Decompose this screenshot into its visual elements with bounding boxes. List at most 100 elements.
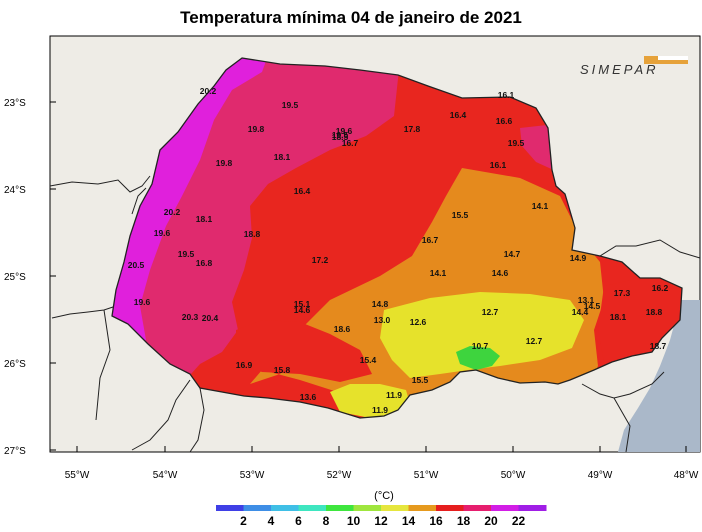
colorbar-tick-label: 4 bbox=[268, 514, 275, 528]
station-value: 19.6 bbox=[134, 297, 151, 307]
station-value: 14.5 bbox=[584, 301, 601, 311]
lon-label: 52°W bbox=[327, 470, 352, 481]
ocean bbox=[618, 300, 700, 452]
station-value: 19.5 bbox=[508, 138, 525, 148]
colorbar-tick-label: 20 bbox=[484, 514, 498, 528]
station-value: 16.2 bbox=[652, 283, 669, 293]
station-value: 19.6 bbox=[336, 126, 353, 136]
station-value: 14.7 bbox=[504, 249, 521, 259]
simepar-logo: SIMEPAR bbox=[580, 56, 688, 77]
station-value: 16.6 bbox=[496, 116, 513, 126]
station-value: 19.8 bbox=[248, 124, 265, 134]
station-value: 13.1 bbox=[578, 295, 595, 305]
station-value: 17.2 bbox=[312, 255, 329, 265]
station-value: 16.9 bbox=[236, 360, 253, 370]
station-value: 14.8 bbox=[372, 299, 389, 309]
station-value: 19.5 bbox=[178, 249, 195, 259]
state-outline bbox=[111, 57, 683, 419]
colorbar-swatch bbox=[326, 505, 354, 511]
station-value: 14.4 bbox=[572, 307, 589, 317]
colorbar-swatch bbox=[408, 505, 437, 511]
station-value: 20.2 bbox=[200, 86, 217, 96]
colorbar-swatch bbox=[353, 505, 382, 511]
station-value: 18.7 bbox=[650, 341, 667, 351]
colorbar-swatch bbox=[518, 505, 547, 511]
station-value: 13.6 bbox=[300, 392, 317, 402]
logo-text: SIMEPAR bbox=[580, 62, 659, 77]
map-title: Temperatura mínima 04 de janeiro de 2021 bbox=[180, 8, 522, 27]
lat-label: 24°S bbox=[4, 185, 26, 196]
station-value: 11.9 bbox=[372, 405, 388, 415]
station-value: 14.1 bbox=[430, 268, 447, 278]
station-value: 14.1 bbox=[532, 201, 549, 211]
station-value: 12.6 bbox=[410, 317, 427, 327]
zone-yellow bbox=[380, 292, 584, 378]
station-value: 13.0 bbox=[374, 315, 391, 325]
colorbar-tick-label: 8 bbox=[323, 514, 330, 528]
station-value: 18.8 bbox=[646, 307, 663, 317]
lat-label: 23°S bbox=[4, 98, 26, 109]
station-value: 15.4 bbox=[360, 355, 377, 365]
station-value: 18.6 bbox=[334, 324, 351, 334]
station-value: 20.5 bbox=[128, 260, 145, 270]
station-value: 15.8 bbox=[274, 365, 291, 375]
colorbar-swatch bbox=[381, 505, 409, 511]
station-value: 18.1 bbox=[196, 214, 213, 224]
lat-label: 26°S bbox=[4, 359, 26, 370]
lon-label: 50°W bbox=[501, 470, 526, 481]
colorbar-tick-label: 10 bbox=[347, 514, 361, 528]
station-value: 19.5 bbox=[332, 130, 349, 140]
station-value: 16.1 bbox=[498, 90, 515, 100]
station-value: 17.3 bbox=[614, 288, 631, 298]
station-value: 12.7 bbox=[526, 336, 543, 346]
unit-label: (°C) bbox=[374, 490, 394, 502]
station-value: 14.6 bbox=[294, 305, 311, 315]
station-value: 16.8 bbox=[196, 258, 213, 268]
station-value: 15.5 bbox=[412, 375, 429, 385]
station-value: 17.8 bbox=[404, 124, 421, 134]
colorbar-tick-label: 12 bbox=[374, 514, 388, 528]
colorbar-swatch bbox=[298, 505, 327, 511]
station-value: 20.3 bbox=[182, 312, 199, 322]
lon-label: 54°W bbox=[153, 470, 178, 481]
colorbar-swatch bbox=[271, 505, 299, 511]
lat-label: 25°S bbox=[4, 272, 26, 283]
station-value: 19.8 bbox=[216, 158, 233, 168]
station-value: 16.1 bbox=[490, 160, 507, 170]
zone-red-sw bbox=[236, 320, 372, 382]
colorbar-swatch bbox=[243, 505, 272, 511]
colorbar-tick-label: 22 bbox=[512, 514, 526, 528]
colorbar-tick-label: 6 bbox=[295, 514, 302, 528]
lon-label: 48°W bbox=[674, 470, 699, 481]
neighbor-borders bbox=[49, 175, 701, 453]
colorbar-swatch bbox=[436, 505, 464, 511]
station-value: 14.9 bbox=[570, 253, 587, 263]
station-value: 18.1 bbox=[274, 152, 291, 162]
station-value: 15.1 bbox=[294, 299, 311, 309]
station-value: 16.7 bbox=[422, 235, 439, 245]
station-value: 20.4 bbox=[202, 313, 219, 323]
colorbar-swatch bbox=[491, 505, 519, 511]
station-value: 11.9 bbox=[386, 390, 402, 400]
colorbar-swatch bbox=[463, 505, 492, 511]
station-value: 16.4 bbox=[294, 186, 311, 196]
station-value: 16.4 bbox=[450, 110, 467, 120]
colorbar-tick-label: 18 bbox=[457, 514, 471, 528]
lon-label: 51°W bbox=[414, 470, 439, 481]
latitude-axis: 23°S 24°S 25°S 26°S 27°S bbox=[4, 98, 56, 457]
longitude-axis: 55°W 54°W 53°W 52°W 51°W 50°W 49°W 48°W bbox=[65, 446, 699, 481]
colorbar-tick-label: 16 bbox=[429, 514, 443, 528]
colorbar-tick-label: 2 bbox=[240, 514, 247, 528]
station-value: 19.6 bbox=[154, 228, 171, 238]
lon-label: 55°W bbox=[65, 470, 90, 481]
station-value: 12.7 bbox=[482, 307, 499, 317]
station-value: 10.7 bbox=[472, 341, 489, 351]
station-value: 18.1 bbox=[610, 312, 627, 322]
lon-label: 49°W bbox=[588, 470, 613, 481]
station-value: 15.5 bbox=[452, 210, 469, 220]
colorbar: 2 4 6 8 10 12 14 16 18 20 22 bbox=[216, 505, 547, 528]
station-value: 18.5 bbox=[332, 132, 349, 142]
colorbar-tick-label: 14 bbox=[402, 514, 416, 528]
zone-green bbox=[456, 346, 500, 370]
